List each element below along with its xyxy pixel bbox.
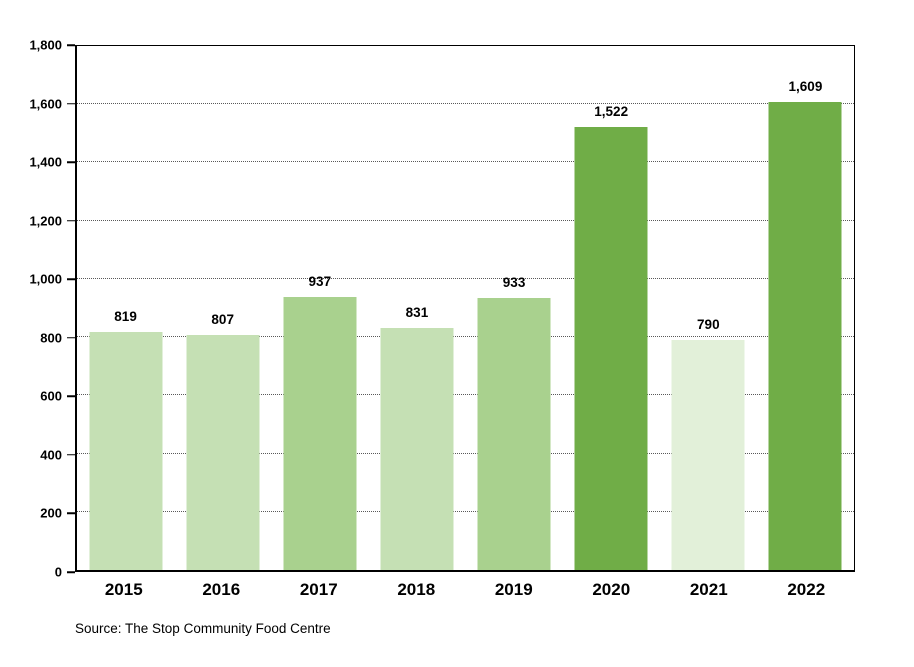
bar-2017 xyxy=(283,297,357,570)
bar-2022 xyxy=(768,101,842,570)
x-tick-label-2017: 2017 xyxy=(299,580,338,599)
bar-value-label-2018: 831 xyxy=(405,305,429,321)
gridline-1000 xyxy=(77,277,854,279)
x-tick-label-2019: 2019 xyxy=(494,580,533,599)
source-text: Source: The Stop Community Food Centre xyxy=(75,621,331,636)
bar-slot-2018: 831 xyxy=(368,46,465,570)
x-tick-label-2018: 2018 xyxy=(397,580,436,599)
bar-slot-2017: 937 xyxy=(271,46,368,570)
y-tick-label: 1,600 xyxy=(29,96,62,112)
gridline-1200 xyxy=(77,219,854,221)
bar-2020 xyxy=(574,126,648,570)
y-tick-mark xyxy=(67,161,75,163)
y-tick-mark xyxy=(67,395,75,398)
bar-slot-2019: 933 xyxy=(466,46,563,570)
bar-value-label-2022: 1,609 xyxy=(788,78,823,94)
y-tick-label: 200 xyxy=(40,505,62,521)
bar-slot-2016: 807 xyxy=(174,46,271,570)
bar-slot-2021: 790 xyxy=(660,46,757,570)
y-tick-mark xyxy=(67,454,75,456)
bar-value-label-2015: 819 xyxy=(114,308,137,324)
gridline-600 xyxy=(77,394,854,396)
bar-value-label-2019: 933 xyxy=(502,275,526,291)
bar-value-label-2020: 1,522 xyxy=(594,103,629,119)
y-tick-mark xyxy=(67,278,75,280)
x-axis: 2015 2016 2017 2018 2019 2020 2021 2022 xyxy=(75,580,855,600)
y-tick-label: 800 xyxy=(40,330,62,346)
bar-value-label-2016: 807 xyxy=(211,312,234,328)
x-tick-label-2022: 2022 xyxy=(787,580,826,599)
x-tick-label-2016: 2016 xyxy=(202,580,241,599)
bars-container: 819 807 937 831 933 1,522 790 1,609 xyxy=(77,46,854,570)
gridline-400 xyxy=(77,452,854,454)
y-tick-mark xyxy=(67,44,75,46)
gridline-200 xyxy=(77,510,854,512)
gridline-1400 xyxy=(77,161,854,163)
bar-slot-2022: 1,609 xyxy=(757,46,854,570)
y-tick-label: 1,200 xyxy=(29,213,62,229)
y-axis: 0 200 400 600 800 1,000 1,200 1,400 1,600 1,800 xyxy=(0,38,75,580)
y-tick-mark xyxy=(67,337,75,339)
bar-2015 xyxy=(89,331,163,570)
y-tick-mark xyxy=(67,219,75,222)
bar-2021 xyxy=(671,340,745,570)
y-tick-label: 400 xyxy=(40,447,62,463)
bar-2019 xyxy=(477,298,551,570)
gridline-800 xyxy=(77,336,854,338)
y-tick-label: 1,000 xyxy=(29,271,62,287)
gridline-1600 xyxy=(77,103,854,105)
bar-value-label-2017: 937 xyxy=(308,274,332,290)
y-tick-label: 1,400 xyxy=(29,154,62,170)
y-tick-label: 0 xyxy=(54,564,62,580)
y-tick-mark xyxy=(67,102,75,105)
bar-value-label-2021: 790 xyxy=(697,317,720,333)
y-tick-mark xyxy=(67,512,75,515)
y-tick-label: 1,800 xyxy=(29,37,62,53)
y-tick-mark xyxy=(67,571,75,573)
plot-area: 819 807 937 831 933 1,522 790 1,609 xyxy=(75,45,855,572)
bar-slot-2020: 1,522 xyxy=(563,46,660,570)
x-tick-label-2015: 2015 xyxy=(104,580,143,599)
bar-2016 xyxy=(186,335,260,570)
x-tick-label-2020: 2020 xyxy=(592,580,631,599)
bar-2018 xyxy=(380,328,454,570)
y-tick-label: 600 xyxy=(40,388,62,404)
bar-slot-2015: 819 xyxy=(77,46,174,570)
x-tick-label-2021: 2021 xyxy=(689,580,728,599)
